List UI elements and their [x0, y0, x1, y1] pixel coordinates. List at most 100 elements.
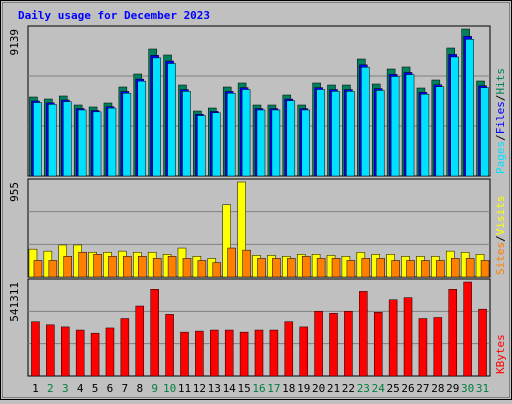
x-tick-label: 18 [282, 382, 295, 395]
bar [257, 258, 266, 278]
bar [388, 299, 398, 377]
bar [180, 331, 189, 377]
bar [167, 256, 177, 278]
x-tick-label: 16 [252, 382, 265, 395]
legend-separator: / [494, 235, 507, 242]
x-tick-label: 27 [416, 382, 429, 395]
legend-entry: KBytes [494, 334, 507, 374]
bar [167, 63, 176, 177]
bar [361, 66, 370, 177]
bar [241, 89, 251, 177]
legend-entry: Sites [494, 242, 507, 275]
legend-entry: Hits [494, 68, 507, 95]
legend: Sites/Visits [494, 196, 507, 276]
x-tick-label: 7 [122, 382, 129, 395]
bar [376, 258, 385, 278]
bar [78, 251, 87, 278]
x-tick-label: 29 [446, 382, 459, 395]
legend-entry: Files [494, 101, 507, 134]
x-tick-label: 6 [107, 382, 114, 395]
x-tick-label: 14 [223, 382, 237, 395]
bar [403, 297, 413, 377]
x-tick-label: 24 [372, 382, 386, 395]
bar [197, 260, 207, 278]
bar [46, 324, 55, 377]
bar [77, 109, 87, 177]
bar [256, 109, 266, 177]
x-tick-label: 8 [136, 382, 143, 395]
bar [137, 80, 147, 177]
chart-title: Daily usage for December 2023 [18, 9, 210, 22]
bar [182, 91, 191, 177]
x-tick-label: 22 [342, 382, 355, 395]
y-tick-label: 541311 [8, 282, 21, 322]
legend-entry: Pages [494, 141, 507, 174]
bar [480, 260, 490, 278]
bar [375, 90, 385, 177]
bar [465, 39, 474, 177]
bar [152, 57, 161, 177]
bar [242, 249, 251, 278]
x-tick-label: 25 [387, 382, 400, 395]
bar [391, 260, 400, 278]
legend: Pages/Files/Hits [494, 68, 507, 174]
bar [75, 329, 85, 377]
bar [421, 260, 430, 278]
bar [433, 317, 443, 377]
bar [92, 111, 102, 177]
legend: KBytes [494, 334, 507, 374]
bar [152, 258, 162, 278]
x-tick-label: 1 [32, 382, 39, 395]
bar [122, 92, 132, 177]
bar [418, 318, 428, 377]
x-tick-label: 5 [92, 382, 99, 395]
bar [61, 326, 70, 377]
x-tick-label: 2 [47, 382, 54, 395]
bar [373, 312, 383, 377]
bar [212, 262, 222, 278]
x-tick-label: 28 [431, 382, 444, 395]
bar [284, 321, 294, 377]
bar [301, 109, 310, 177]
bar [48, 260, 58, 278]
bar [138, 256, 147, 278]
bar [359, 291, 368, 377]
bar [182, 258, 192, 278]
x-tick-label: 9 [151, 382, 158, 395]
bar [135, 305, 145, 377]
bar [227, 247, 236, 278]
bar [33, 102, 42, 177]
bar [93, 254, 102, 278]
x-tick-label: 11 [178, 382, 191, 395]
bar [331, 258, 341, 278]
inner-frame [2, 2, 510, 398]
bar [63, 256, 73, 278]
bar [331, 91, 340, 177]
bar [463, 281, 472, 377]
x-tick-label: 15 [237, 382, 250, 395]
bar [287, 258, 296, 278]
bar [420, 93, 430, 177]
bar [150, 289, 159, 377]
x-tick-label: 19 [297, 382, 310, 395]
bar [108, 256, 117, 278]
bar [435, 86, 445, 177]
bar [237, 181, 246, 278]
y-tick-label: 955 [8, 182, 21, 202]
bar [316, 89, 325, 177]
bar [301, 256, 311, 278]
bar [316, 258, 326, 278]
bar [480, 87, 489, 177]
x-tick-label: 26 [401, 382, 414, 395]
bar [329, 313, 338, 377]
bar [272, 258, 281, 278]
bar [90, 332, 100, 377]
legend-entry: Visits [494, 196, 507, 236]
bar [226, 92, 236, 177]
bar [361, 258, 371, 278]
bar [222, 204, 231, 278]
x-tick-label: 31 [476, 382, 489, 395]
bar [286, 100, 296, 177]
bar [436, 260, 445, 278]
